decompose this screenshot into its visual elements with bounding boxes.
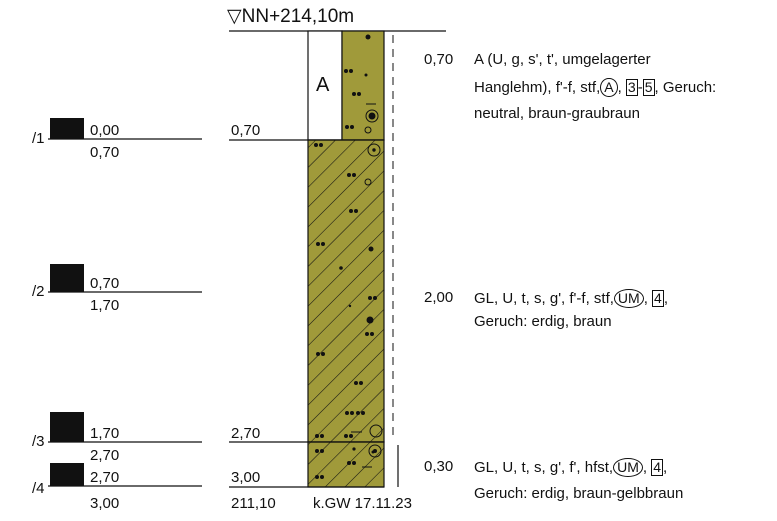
sample-from-3: 1,70 (90, 425, 120, 442)
depth-label-2: 2,70 (231, 425, 261, 442)
layer2-thickness: 2,00 (424, 289, 454, 306)
sample-from-4: 2,70 (90, 469, 120, 486)
layer3-box-code: 4 (651, 459, 664, 476)
layer-a-soil (341, 30, 385, 141)
triangle-icon: ▽ (227, 6, 242, 27)
layer1-line3: neutral, braun-graubraun (474, 105, 640, 122)
sample-id-1: /1 (32, 130, 45, 147)
layer3-thickness: 0,30 (424, 458, 454, 475)
layer2-line2: Geruch: erdig, braun (474, 313, 612, 330)
layer1-box2-code: 5 (642, 79, 655, 96)
sample-from-2: 0,70 (90, 275, 120, 292)
sample-to-2: 1,70 (90, 297, 120, 314)
depth-label-1: 0,70 (231, 122, 261, 139)
sample-from-1: 0,00 (90, 122, 120, 139)
bottom-level-label: 211,10 (231, 495, 276, 512)
sample-to-1: 0,70 (90, 144, 120, 161)
layer1-line2: Hanglehm), f'-f, stf, A, 3-5, Geruch: (474, 78, 717, 97)
layer3-line2: Geruch: erdig, braun-gelbbraun (474, 485, 684, 502)
sample-id-2: /2 (32, 283, 45, 300)
sample-id-3: /3 (32, 433, 45, 450)
groundwater-label: k.GW 17.11.23 (313, 495, 412, 512)
sample-id-4: /4 (32, 480, 45, 497)
layer1-line1: A (U, g, s', t', umgelagerter (474, 51, 651, 68)
layer1-circle-code: A (600, 78, 618, 97)
layer-gl2-hatch (308, 442, 384, 487)
layer2-box-code: 4 (652, 290, 664, 307)
layer1-thickness: 0,70 (424, 51, 454, 68)
gravel-dots (314, 34, 377, 479)
depth-label-3: 3,00 (231, 469, 261, 486)
layer3-circle-code: UM (613, 458, 643, 477)
sample-to-3: 2,70 (90, 447, 120, 464)
layer1-box-code: 3 (625, 79, 638, 96)
header-level: ▽NN+214,10m (227, 6, 354, 28)
layer2-circle-code: UM (613, 289, 644, 308)
layer3-line1: GL, U, t, s, g', f', hfst, UM, 4, (474, 458, 668, 477)
layer2-line1: GL, U, t, s, g', f'-f, stf, UM, 4, (474, 289, 669, 308)
layer-gl-hatch (308, 140, 384, 442)
stone-circles (364, 109, 383, 458)
sample-to-4: 3,00 (90, 495, 120, 512)
level-label: NN+214,10m (241, 6, 355, 27)
column-label-a: A (316, 74, 330, 96)
dash-marks (351, 103, 376, 468)
